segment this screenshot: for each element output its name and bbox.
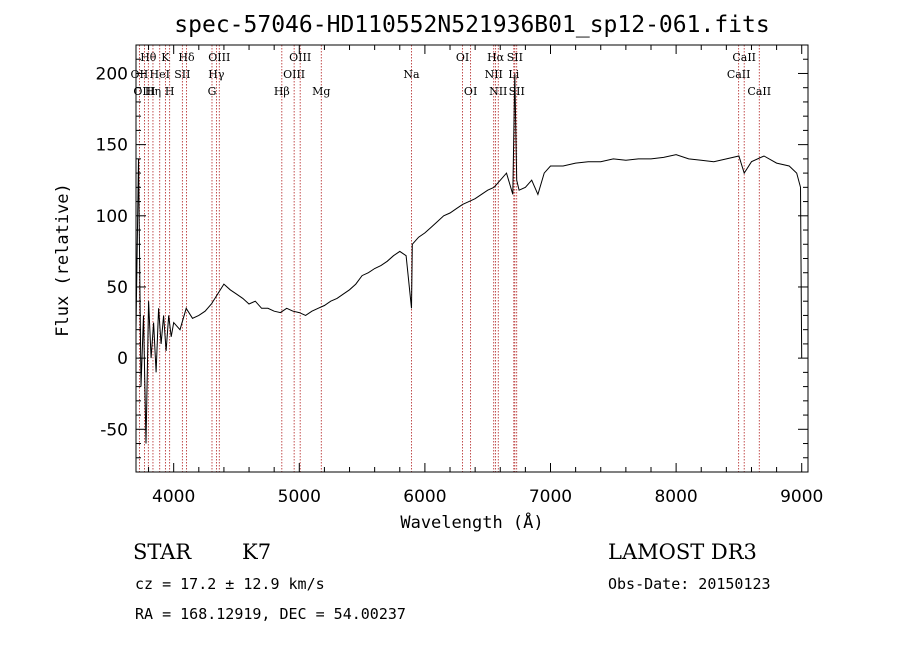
spectral-line-label: HeI <box>150 68 170 81</box>
survey-name: LAMOST DR3 <box>608 540 757 564</box>
spectral-line-label: CaII <box>747 85 771 98</box>
spectral-line-label: NII <box>485 68 503 81</box>
spectral-line-label: Hθ <box>140 51 157 64</box>
spectral-line-label: SII <box>507 51 523 64</box>
x-axis-label: Wavelength (Å) <box>400 511 543 533</box>
spectral-line-label: Li <box>508 68 519 81</box>
spectral-line-label: CaII <box>727 68 751 81</box>
spectral-line-label: K <box>161 51 170 64</box>
spectral-line-label: OIII <box>133 85 155 98</box>
spectral-line-label: SII <box>174 68 190 81</box>
x-tick-label: 4000 <box>152 487 195 507</box>
chart-title: spec-57046-HD110552N521936B01_sp12-061.f… <box>174 12 769 38</box>
obs-date: Obs-Date: 20150123 <box>608 575 771 593</box>
spectral-line-label: OIII <box>283 68 305 81</box>
y-tick-label: 50 <box>106 278 128 298</box>
object-class: STAR <box>133 540 192 564</box>
spectral-line-label: Hβ <box>274 85 290 98</box>
spectral-line-label: OIII <box>208 51 230 64</box>
spectral-line-label: Hα <box>487 51 505 64</box>
x-tick-label: 6000 <box>403 487 446 507</box>
spectral-line-label: Hδ <box>178 51 195 64</box>
spectral-line-label: H <box>165 85 175 98</box>
spectral-line-markers <box>138 45 760 472</box>
y-tick-label: 100 <box>96 207 128 227</box>
spectral-line-label: OII <box>131 68 149 81</box>
spectral-line-label: Hγ <box>208 68 225 81</box>
spectral-line-label: Mg <box>312 85 330 98</box>
spectral-line-label: OIII <box>289 51 311 64</box>
spectrum-series-line <box>135 73 803 444</box>
y-tick-label: 200 <box>96 64 128 84</box>
redshift-cz: cz = 17.2 ± 12.9 km/s <box>135 575 325 593</box>
x-tick-label: 7000 <box>529 487 572 507</box>
object-subclass: K7 <box>242 540 271 564</box>
spectral-line-label: NII <box>489 85 507 98</box>
y-axis-label: Flux (relative) <box>53 183 73 337</box>
spectral-line-label: G <box>208 85 217 98</box>
spectral-line-label: Na <box>403 68 420 81</box>
y-tick-label: 0 <box>117 349 128 369</box>
ra-dec-coordinates: RA = 168.12919, DEC = 54.00237 <box>135 605 406 623</box>
spectral-line-label: OI <box>456 51 469 64</box>
x-tick-label: 5000 <box>278 487 321 507</box>
y-tick-label: 150 <box>96 136 128 156</box>
y-tick-label: -50 <box>100 420 128 440</box>
plot-frame <box>135 44 809 473</box>
axis-ticks: 4000 5000 6000 7000 8000 9000 -50 0 50 100 150 200 <box>96 44 823 507</box>
spectral-line-label: CaII <box>732 51 756 64</box>
spectral-line-label: SII <box>509 85 525 98</box>
spectral-line-label: Hη <box>145 85 161 98</box>
spectral-line-label: OI <box>464 85 477 98</box>
x-tick-label: 8000 <box>654 487 697 507</box>
x-tick-label: 9000 <box>780 487 823 507</box>
